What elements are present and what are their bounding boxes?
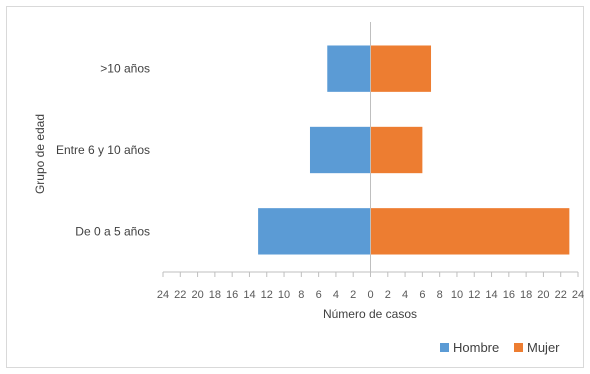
x-tick-label: 2	[385, 289, 391, 301]
x-axis: 24 22 20 18 16 14 12 10 8 6 4 2 0 2 4 6 8 10 12 14 16 18 20 22 2…	[157, 22, 584, 301]
x-tick-label: 8	[437, 289, 443, 301]
bar-mujer-10-a-os	[370, 45, 432, 92]
category-label: Entre 6 y 10 años	[56, 143, 150, 157]
x-tick-label: 12	[261, 289, 273, 301]
x-tick-label: 22	[174, 289, 186, 301]
bar-mujer-de-0-a-5-a-os	[370, 208, 570, 255]
legend-label-mujer: Mujer	[527, 340, 560, 355]
category-label: >10 años	[100, 62, 150, 76]
x-tick-label: 22	[555, 289, 567, 301]
x-axis-title: Número de casos	[323, 307, 417, 321]
x-tick-label: 4	[402, 289, 408, 301]
x-tick-label: 18	[520, 289, 532, 301]
bar-mujer-entre-6-y-10-a-os	[370, 126, 423, 174]
x-tick-label: 20	[537, 289, 549, 301]
x-tick-label: 14	[485, 289, 497, 301]
bar-hombre-de-0-a-5-a-os	[258, 208, 371, 255]
legend-swatch-mujer	[514, 343, 523, 352]
x-tick-label: 16	[226, 289, 238, 301]
y-axis-title: Grupo de edad	[33, 114, 47, 194]
x-tick-label: 0	[367, 289, 373, 301]
x-tick-label: 18	[209, 289, 221, 301]
x-tick-label: 10	[278, 289, 290, 301]
x-tick-label: 10	[451, 289, 463, 301]
category-axis: De 0 a 5 años Entre 6 y 10 años >10 años	[56, 62, 150, 239]
category-label: De 0 a 5 años	[75, 224, 150, 238]
legend-swatch-hombre	[440, 343, 449, 352]
x-tick-label: 2	[350, 289, 356, 301]
bars-layer	[258, 45, 570, 255]
x-tick-label: 12	[468, 289, 480, 301]
x-tick-label: 24	[157, 289, 169, 301]
x-tick-label: 4	[333, 289, 339, 301]
bar-hombre-entre-6-y-10-a-os	[309, 126, 371, 174]
legend: Hombre Mujer	[440, 340, 560, 355]
x-tick-label: 16	[503, 289, 515, 301]
chart-frame	[6, 6, 584, 368]
x-tick-label: 8	[298, 289, 304, 301]
legend-label-hombre: Hombre	[453, 340, 499, 355]
x-tick-label: 14	[243, 289, 255, 301]
x-tick-label: 6	[316, 289, 322, 301]
x-tick-label: 20	[191, 289, 203, 301]
x-tick-label: 6	[419, 289, 425, 301]
x-tick-label: 24	[572, 289, 584, 301]
bar-hombre-10-a-os	[327, 45, 371, 92]
